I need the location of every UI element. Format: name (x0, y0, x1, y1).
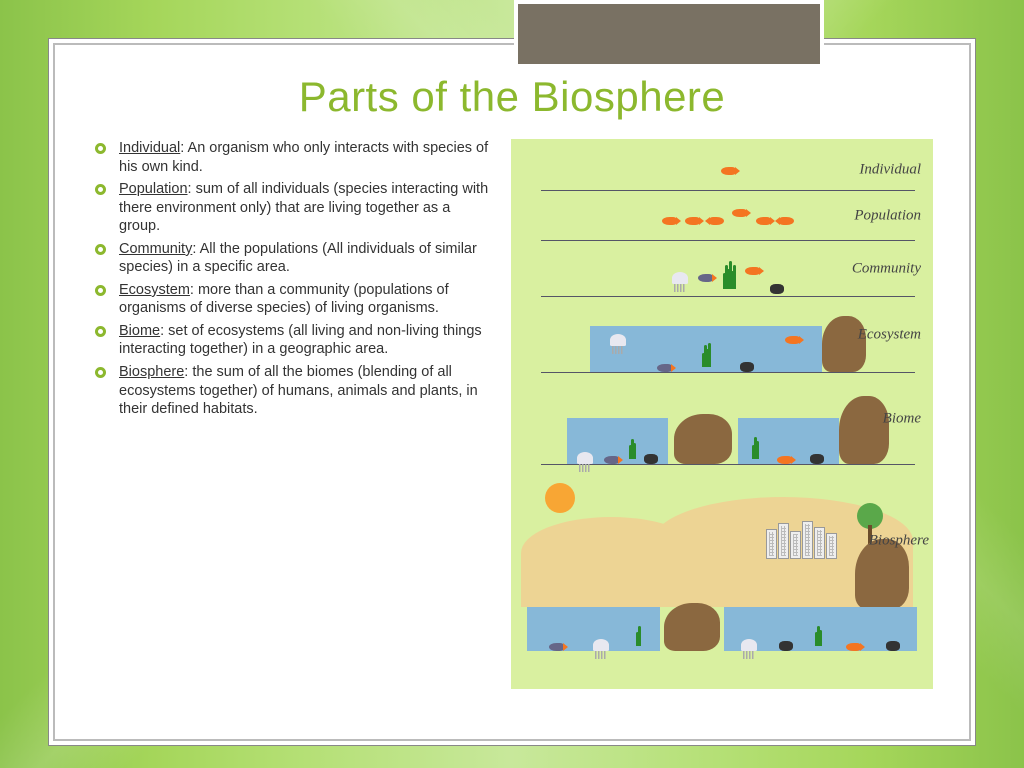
level-label: Ecosystem (858, 326, 921, 343)
building-icon (826, 533, 837, 559)
biosphere-diagram: Individual Population (511, 139, 933, 689)
crab-icon (810, 454, 824, 464)
term: Individual (119, 140, 180, 156)
slide-tab-decoration (514, 0, 824, 68)
buildings (765, 521, 837, 559)
rock-icon (839, 396, 889, 464)
biosphere-water-row (527, 603, 917, 651)
rock-icon (822, 316, 866, 372)
jellyfish-icon (593, 639, 609, 651)
grass-icon (816, 626, 822, 651)
level-ecosystem: Ecosystem (541, 297, 915, 373)
building-icon (814, 527, 825, 559)
list-item: Population: sum of all individuals (spec… (91, 180, 491, 236)
jellyfish-icon (577, 452, 593, 464)
fish-icon (657, 364, 672, 372)
definitions-list: Individual: An organism who only interac… (91, 139, 491, 689)
list-item: Biosphere: the sum of all the biomes (bl… (91, 363, 491, 419)
jellyfish-icon (610, 334, 626, 346)
term: Community (119, 241, 192, 257)
level-biosphere: Biosphere (521, 465, 923, 655)
list-item: Ecosystem: more than a community (popula… (91, 281, 491, 318)
grass-icon (752, 437, 758, 464)
fish-icon (779, 217, 794, 225)
ecosystem-scene (590, 316, 867, 372)
fish-icon (549, 643, 564, 651)
level-individual: Individual (541, 149, 915, 191)
grass-icon (703, 343, 711, 372)
definition-text: : set of ecosystems (all living and non-… (119, 323, 482, 358)
level-community: Community (541, 241, 915, 297)
term: Population (119, 181, 188, 197)
grass-icon (629, 439, 635, 464)
slide-title: Parts of the Biosphere (91, 73, 933, 121)
list-item: Individual: An organism who only interac… (91, 139, 491, 176)
crab-icon (770, 284, 784, 294)
rock-icon (674, 414, 732, 464)
fish-icon (604, 456, 619, 464)
level-label: Community (852, 260, 921, 277)
building-icon (790, 531, 801, 559)
building-icon (778, 523, 789, 559)
water-icon (724, 607, 917, 651)
content-columns: Individual: An organism who only interac… (91, 139, 933, 689)
crab-icon (740, 362, 754, 372)
crab-icon (886, 641, 900, 651)
fish-icon (846, 643, 861, 651)
jellyfish-icon (741, 639, 757, 651)
fish-icon (709, 217, 724, 225)
fish-icon (662, 217, 677, 225)
grass-icon (723, 261, 735, 294)
list-item: Biome: set of ecosystems (all living and… (91, 322, 491, 359)
sun-icon (545, 483, 575, 513)
fish-icon (777, 456, 792, 464)
level-biome: Biome (541, 373, 915, 465)
water-icon (567, 418, 668, 464)
rock-icon (664, 603, 720, 651)
term: Biosphere (119, 364, 184, 380)
term: Biome (119, 323, 160, 339)
fish-icon (745, 267, 760, 275)
level-label: Population (854, 207, 921, 224)
level-label: Biome (883, 410, 921, 427)
term: Ecosystem (119, 282, 190, 298)
fish-icon (698, 274, 713, 282)
fish-icon (685, 217, 700, 225)
list-item: Community: All the populations (All indi… (91, 240, 491, 277)
fish-icon (721, 167, 736, 175)
crab-icon (644, 454, 658, 464)
fish-icon (732, 209, 747, 217)
building-icon (766, 529, 777, 559)
water-icon (590, 326, 823, 372)
building-icon (802, 521, 813, 559)
level-population: Population (541, 191, 915, 241)
grass-icon (636, 626, 640, 651)
water-icon (527, 607, 660, 651)
slide-frame: Parts of the Biosphere Individual: An or… (48, 38, 976, 746)
biome-scene (567, 396, 889, 464)
organisms (719, 162, 738, 190)
jellyfish-icon (672, 272, 688, 284)
organisms (672, 261, 784, 296)
fish-icon (756, 217, 771, 225)
level-label: Biosphere (869, 533, 929, 550)
water-icon (738, 418, 839, 464)
crab-icon (779, 641, 793, 651)
organisms (660, 212, 796, 240)
slide-content-area: Parts of the Biosphere Individual: An or… (53, 43, 971, 741)
fish-icon (785, 336, 800, 344)
level-label: Individual (859, 161, 921, 178)
biosphere-scene (521, 465, 923, 655)
rock-icon (855, 539, 909, 609)
